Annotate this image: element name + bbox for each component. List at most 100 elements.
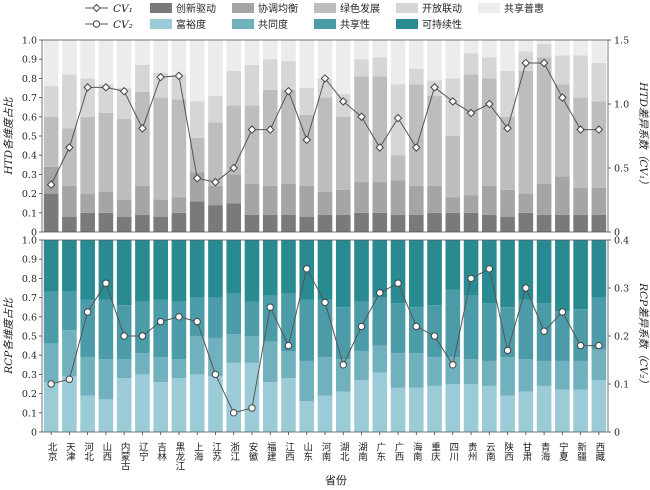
top-bar-江西-s2	[281, 89, 296, 184]
bottom-ytick-label: 0.7	[22, 293, 37, 304]
top-bar-辽宁-s1	[135, 185, 150, 215]
top-bar-湖北-s2	[335, 116, 351, 190]
top-cv-point-山西	[101, 83, 111, 92]
bottom-bar-安徽-s2	[244, 301, 260, 336]
bottom-bar-江西-s3	[281, 240, 296, 294]
top-bar-新疆-s1	[573, 187, 588, 215]
bottom-bar-重庆-s1	[427, 357, 442, 386]
bottom-cv-point-宁夏	[558, 308, 567, 316]
bottom-bar-贵州-s1	[463, 359, 479, 384]
bottom-bar-河北-s2	[80, 299, 95, 358]
bottom-cv-point-山东	[303, 265, 311, 273]
top-bar-新疆-s4	[573, 40, 588, 56]
top-bar-青海-s1	[536, 184, 552, 215]
bottom-bar-福建-s3	[262, 240, 278, 296]
top-bar-陕西-s0	[500, 216, 515, 232]
bottom-bar-安徽-s3	[244, 240, 260, 302]
xtick-label-宁夏: 宁夏	[557, 441, 569, 461]
bottom-cv-point-广东	[376, 289, 384, 297]
top-bar-贵州-s4	[463, 40, 479, 54]
bottom-cv-point-陕西	[503, 346, 512, 355]
top-bar-西藏-s2	[591, 101, 607, 188]
bottom-bar-重庆-s2	[427, 305, 442, 358]
top-bar-辽宁-s4	[135, 40, 150, 65]
top-bar-江苏-s3	[208, 95, 223, 123]
bottom-cv-point-重庆	[430, 332, 439, 340]
bottom-bar-辽宁-s3	[135, 240, 150, 302]
top-cv-point-吉林	[156, 72, 165, 82]
top-bar-四川-s4	[445, 40, 461, 79]
top-bar-福建-s0	[262, 214, 278, 232]
bottom-bar-天津-s2	[62, 291, 77, 331]
bottom-cv-point-贵州	[467, 274, 475, 283]
bottom-bar-西藏-s0	[591, 380, 607, 432]
top-cv-point-黑龙江	[174, 71, 184, 81]
top-bar-上海-s0	[189, 201, 205, 232]
bottom-ytick-label: 0.6	[22, 312, 37, 323]
legend-swatch-1-0	[150, 19, 172, 29]
bottom-y2tick-label: 0	[614, 428, 620, 439]
top-bar-江西-s0	[281, 214, 296, 232]
top-bar-陕西-s2	[500, 116, 515, 190]
bottom-bar-天津-s3	[62, 240, 77, 292]
top-cv-point-内蒙古	[119, 86, 129, 96]
bottom-y-axis-title: RCP各维度占比	[3, 297, 15, 375]
top-cv-point-广东	[375, 143, 385, 152]
bottom-bar-湖北-s0	[335, 391, 351, 432]
bottom-cv-point-福建	[266, 303, 274, 311]
top-bar-黑龙江-s2	[171, 99, 187, 198]
top-bar-陕西-s1	[500, 189, 515, 217]
top-bar-云南-s2	[482, 78, 497, 186]
bottom-bar-云南-s2	[482, 303, 497, 361]
bottom-bar-河南-s2	[317, 299, 333, 358]
top-bar-山东-s0	[299, 216, 315, 232]
bottom-bar-辽宁-s2	[135, 301, 150, 354]
top-bar-福建-s1	[262, 185, 278, 215]
bottom-bar-广西-s0	[390, 387, 406, 432]
top-bar-河北-s4	[80, 40, 95, 79]
top-bar-山西-s2	[98, 112, 114, 192]
top-bar-福建-s4	[262, 40, 278, 60]
top-bar-上海-s1	[189, 172, 205, 202]
bottom-bar-重庆-s0	[427, 385, 442, 432]
bottom-bar-海南-s3	[408, 240, 424, 308]
top-bar-辽宁-s0	[135, 214, 150, 232]
bottom-bar-四川-s1	[445, 357, 461, 384]
bottom-bar-甘肃-s1	[518, 359, 534, 392]
legend-swatch-0-0	[150, 3, 172, 13]
bottom-bar-上海-s1	[189, 336, 205, 375]
bottom-y2-axis-title: RCP差异系数（CV₂）	[637, 282, 649, 389]
top-bar-江西-s3	[281, 61, 296, 90]
legend-marker-diamond	[92, 3, 101, 13]
top-bar-内蒙古-s1	[116, 199, 132, 217]
legend-swatch-0-4	[478, 3, 500, 13]
top-cv-point-江西	[284, 86, 293, 96]
bottom-cv-point-吉林	[156, 317, 165, 326]
top-bar-广西-s4	[390, 40, 406, 85]
legend-marker-circle	[92, 20, 101, 28]
top-bar-上海-s2	[189, 137, 205, 173]
top-bar-贵州-s3	[463, 53, 479, 75]
top-bar-云南-s0	[482, 214, 497, 232]
top-bar-青海-s0	[536, 214, 552, 232]
top-cv-point-安徽	[247, 125, 257, 134]
top-y2-axis-title: HTD差异系数（CV₁）	[637, 81, 649, 189]
top-bar-河南-s2	[317, 97, 333, 192]
top-bar-新疆-s0	[573, 214, 588, 232]
bottom-bar-上海-s0	[189, 374, 205, 432]
legend-label-0-0: 创新驱动	[176, 2, 216, 15]
top-bar-西藏-s1	[591, 187, 607, 215]
bottom-bar-山西-s3	[98, 240, 114, 300]
top-bar-青海-s3	[536, 43, 552, 58]
legend-label-0-3: 开放联动	[422, 2, 462, 15]
top-bar-吉林-s3	[153, 72, 168, 98]
xtick-label-内蒙古: 内蒙古	[119, 441, 131, 471]
bottom-bar-陕西-s3	[500, 240, 515, 308]
bottom-bar-四川-s0	[445, 384, 461, 432]
bottom-bar-宁夏-s3	[555, 240, 570, 312]
top-bar-安徽-s1	[244, 184, 260, 215]
top-bar-河北-s2	[80, 116, 95, 194]
bottom-bar-浙江-s3	[226, 240, 242, 294]
xtick-label-海南: 海南	[411, 441, 423, 461]
